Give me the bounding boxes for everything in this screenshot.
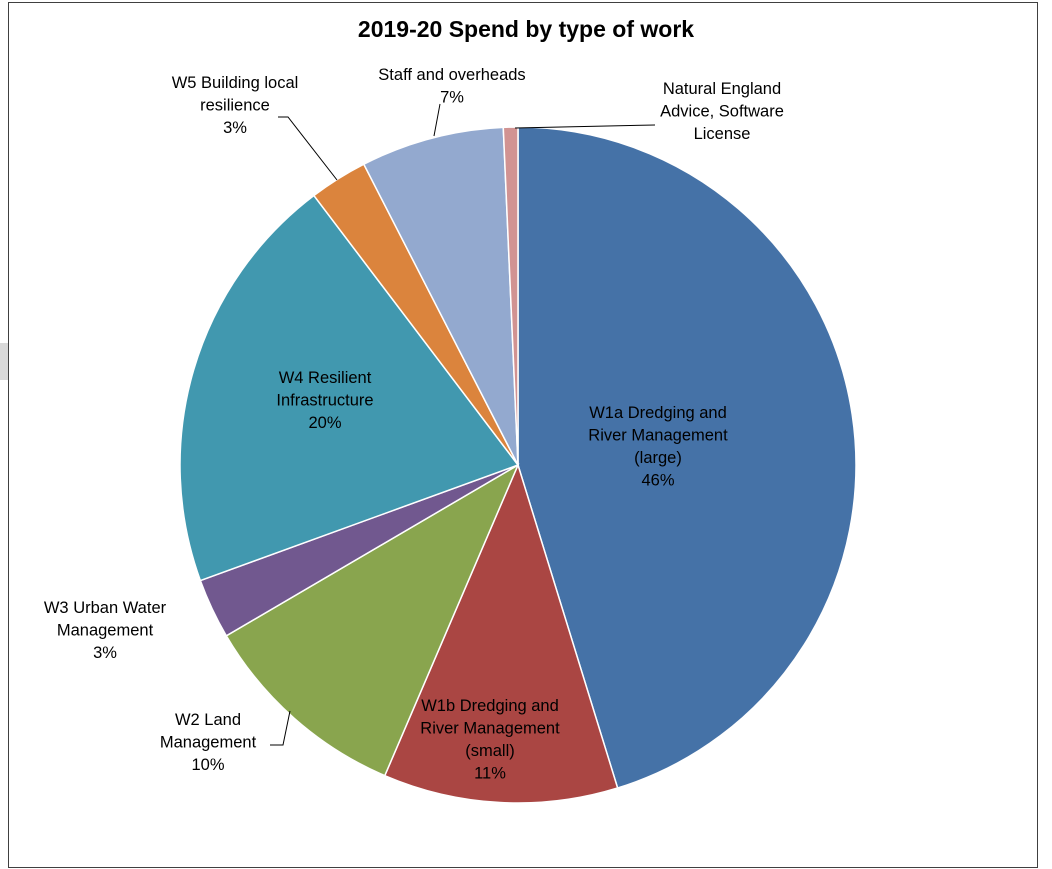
leader-line-7 — [433, 103, 441, 137]
slice-label-7: Staff and overheads 7% — [378, 66, 525, 107]
slice-label-6: W5 Building local resilience 3% — [172, 74, 299, 137]
leader-line-3 — [270, 710, 291, 746]
pie-slices — [179, 126, 857, 804]
slice-label-5: W4 Resilient Infrastructure 20% — [276, 369, 373, 432]
chart-title: 2019-20 Spend by type of work — [357, 16, 695, 42]
slice-label-1: W1a Dredging and River Management (large) 4… — [588, 404, 728, 490]
pie-slice-3 — [225, 463, 520, 777]
pie-slice-7 — [362, 126, 519, 466]
leader-line-6 — [278, 116, 338, 181]
slice-label-4: W3 Urban Water Management 3% — [44, 599, 167, 662]
pie-slice-2 — [383, 462, 619, 804]
scrollbar-tab — [0, 343, 8, 380]
pie-slice-1 — [517, 126, 857, 789]
slice-label-2: W1b Dredging and River Management (small) 1… — [420, 697, 560, 783]
leader-line-8 — [514, 124, 656, 129]
pie-slice-8 — [502, 126, 519, 466]
pie-slice-5 — [179, 194, 520, 582]
slice-label-8: Natural England Advice, Software License — [660, 80, 784, 143]
slice-label-3: W2 Land Management 10% — [160, 711, 257, 774]
